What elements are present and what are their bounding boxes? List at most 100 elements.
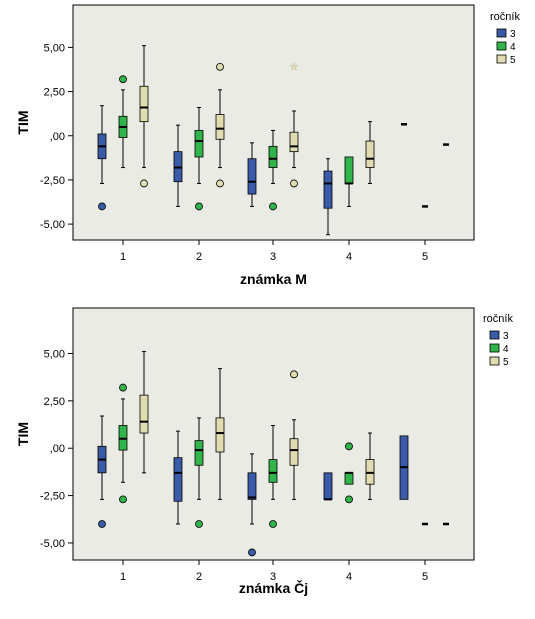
box-4-cat-3 [268,129,278,211]
box-3-cat-5 [399,435,409,500]
legend-title: ročník [490,11,520,23]
outlier-point [195,520,203,528]
box-5-cat-4 [365,121,375,184]
x-tick-label: 5 [422,571,428,583]
x-tick-label: 4 [346,571,352,583]
box-body [139,85,149,123]
y-tick-label: 2,50 [44,396,65,408]
box-body [173,457,183,502]
legend-swatch [489,343,500,353]
outlier-point [269,202,277,211]
outlier-point [119,495,127,504]
plot-area [72,4,475,241]
box-4-cat-2 [194,417,204,528]
y-tick-label: 5,00 [44,42,65,54]
legend-label: 5 [503,357,509,368]
outlier-point [98,202,106,211]
box-body [323,170,333,209]
y-tick-label: -2,50 [40,175,65,187]
legend-swatch [496,28,507,38]
y-tick-label: 5,00 [44,348,65,360]
box-4-cat-1 [118,383,128,504]
legend-label: 4 [503,344,509,355]
box-5-cat-3 [289,370,299,500]
box-body [344,472,354,485]
box-4-cat-4 [344,156,354,207]
chart-panel-1: 5,00 2,50 ,00 -2,50 -5,00 1 2 3 4 5 známka M TIM roč… [15,4,520,287]
box-body [289,131,299,153]
x-tick-label: 4 [346,251,352,263]
box-3-cat-4 [323,472,333,501]
box-3-cat-4 [323,158,333,236]
outlier-point [269,520,277,528]
box-4-cat-3 [268,424,278,528]
legend-swatch [489,330,500,340]
box-5-cat-2 [215,368,225,500]
box-5-cat-2 [215,62,225,188]
box-body [194,130,204,158]
box-body [344,156,354,184]
y-tick-label: -2,50 [40,491,65,503]
box-body [323,472,333,500]
legend-swatch [496,41,507,51]
x-tick-label: 2 [196,571,202,583]
box-body [215,114,225,140]
outlier-point [140,179,148,188]
outlier-point [345,495,353,504]
x-tick-label: 3 [270,571,276,583]
outlier-point [248,548,256,557]
outlier-point [290,179,298,188]
box-body [247,158,257,195]
box-3-cat-2 [173,124,183,207]
x-tick-label: 1 [120,571,126,583]
outlier-point [290,370,298,379]
x-tick-label: 5 [422,251,428,263]
box-body [247,472,257,500]
outlier-point [195,202,203,211]
legend: ročník 3 4 5 [483,313,513,368]
x-tick-label: 3 [270,251,276,263]
box-body [268,145,278,168]
outlier-point [216,62,224,71]
legend: ročník 3 4 5 [490,11,520,66]
x-axis-label: známka M [240,271,307,287]
x-axis-label: známka Čj [239,579,308,596]
legend-swatch [489,356,500,366]
box-5-cat-4 [365,432,375,500]
box-body [268,459,278,483]
y-tick-label: 2,50 [44,87,65,99]
box-5-cat-3 [289,110,299,188]
legend-title: ročník [483,313,513,325]
box-3-cat-1 [97,415,107,528]
box-body [139,394,149,434]
outlier-point [119,75,127,84]
outlier-point [98,520,106,528]
box-3-cat-2 [173,430,183,525]
x-tick-label: 2 [196,251,202,263]
box-3-cat-3 [247,142,257,207]
y-tick-label: -5,00 [40,538,65,550]
box-5-cat-1 [139,45,149,188]
box-3-cat-3 [247,453,257,557]
outlier-point [119,383,127,392]
y-axis-label: TIM [15,110,31,134]
box-4-cat-2 [194,106,204,211]
box-body [215,417,225,453]
chart-panel-2: 5,00 2,50 ,00 -2,50 -5,00 1 2 3 4 5 známka Čj TIM ro… [15,307,513,596]
outlier-point [216,179,224,188]
outlier-point [345,442,353,451]
box-4-cat-1 [118,75,128,169]
y-tick-label: -5,00 [40,219,65,231]
box-4-cat-4 [344,442,354,504]
box-body [289,438,299,466]
y-axis-label: TIM [15,422,31,446]
x-tick-label: 1 [120,251,126,263]
extreme-star [289,62,299,71]
legend-label: 4 [510,42,516,53]
box-3-cat-1 [97,105,107,211]
y-tick-label: ,00 [50,443,65,455]
legend-swatch [496,54,507,64]
y-tick-label: ,00 [50,131,65,143]
